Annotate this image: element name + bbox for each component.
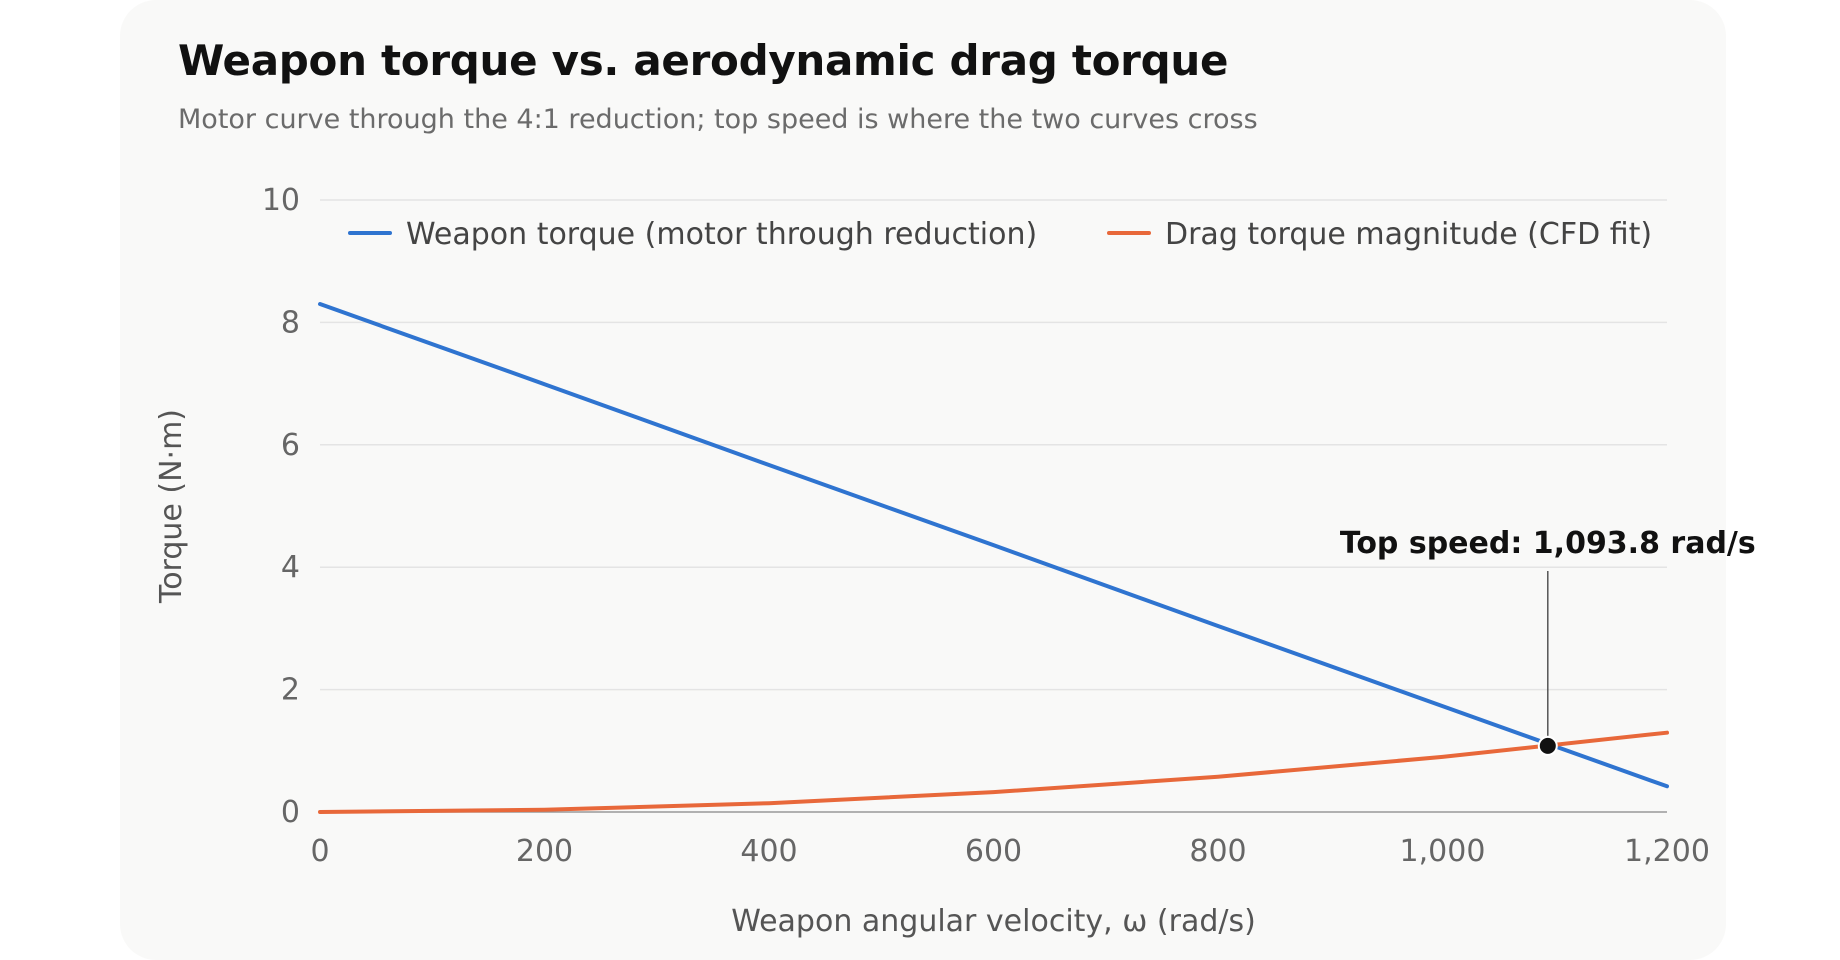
series-line-drag-torque bbox=[318, 730, 1669, 814]
x-tick-labels: 0 200 400 600 800 1,000 1,200 bbox=[310, 834, 1709, 869]
y-tick-label: 8 bbox=[281, 305, 300, 340]
x-tick-label: 1,200 bbox=[1624, 834, 1710, 869]
y-axis-title: Torque (N·m) bbox=[154, 409, 189, 604]
grid-lines bbox=[320, 199, 1667, 813]
y-tick-labels: 0 2 4 6 8 10 bbox=[262, 183, 300, 830]
annotation-group: Top speed: 1,093.8 rad/s bbox=[1340, 526, 1756, 756]
chart-subtitle: Motor curve through the 4:1 reduction; t… bbox=[178, 104, 1258, 135]
legend-item-weapon-torque-label: Weapon torque (motor through reduction) bbox=[406, 217, 1037, 252]
chart-title: Weapon torque vs. aerodynamic drag torqu… bbox=[178, 36, 1229, 85]
series-lines bbox=[318, 302, 1669, 814]
intersection-marker bbox=[1537, 735, 1558, 756]
x-tick-label: 1,000 bbox=[1400, 834, 1486, 869]
chart-card bbox=[120, 0, 1726, 960]
x-tick-label: 200 bbox=[516, 834, 573, 869]
annotation-label: Top speed: 1,093.8 rad/s bbox=[1340, 526, 1756, 561]
y-tick-label: 6 bbox=[281, 428, 300, 463]
series-line-weapon-torque bbox=[318, 302, 1669, 789]
legend: Weapon torque (motor through reduction) D… bbox=[348, 217, 1652, 252]
x-tick-label: 600 bbox=[965, 834, 1022, 869]
legend-item-drag-torque-label: Drag torque magnitude (CFD fit) bbox=[1165, 217, 1652, 252]
y-tick-label: 0 bbox=[281, 795, 300, 830]
y-tick-label: 10 bbox=[262, 183, 300, 218]
y-tick-label: 2 bbox=[281, 673, 300, 708]
x-tick-label: 0 bbox=[310, 834, 329, 869]
x-tick-label: 400 bbox=[740, 834, 797, 869]
y-tick-label: 4 bbox=[281, 550, 300, 585]
x-tick-label: 800 bbox=[1189, 834, 1246, 869]
x-axis-title: Weapon angular velocity, ω (rad/s) bbox=[731, 904, 1256, 939]
